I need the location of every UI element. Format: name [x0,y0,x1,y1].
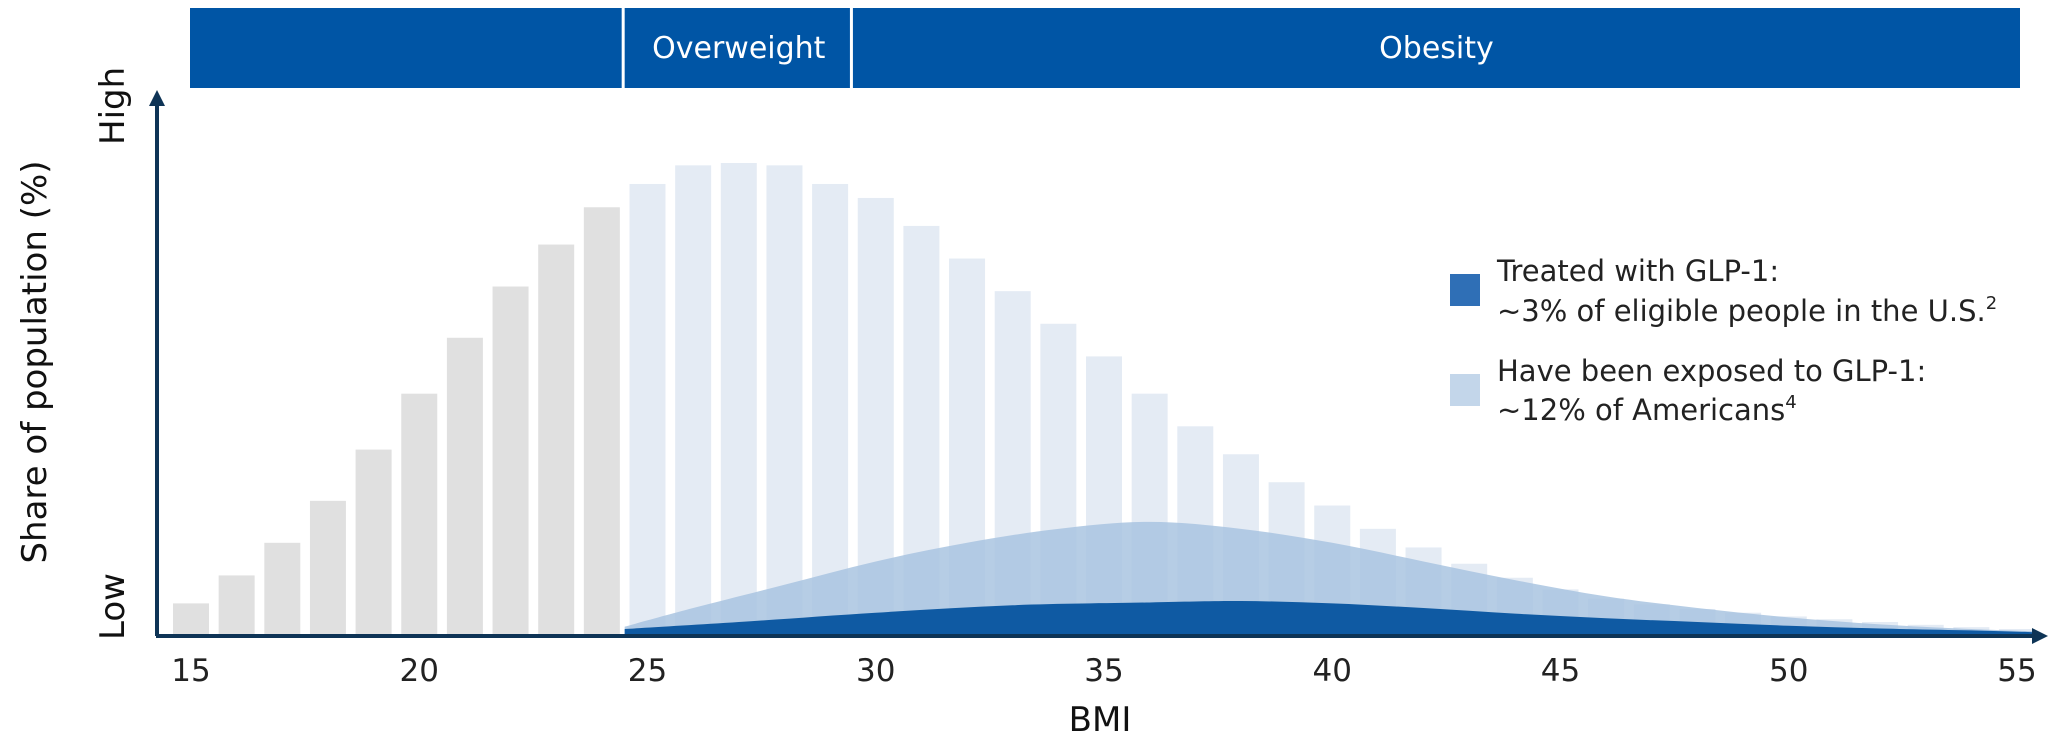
header-segment [190,8,622,88]
bar [355,449,392,636]
header-segment [852,8,2020,88]
axes [149,90,2048,644]
glp1-areas [624,521,2036,636]
x-tick-label: 40 [1313,653,1352,689]
bar [675,165,712,636]
bar [218,575,255,636]
x-tick-label: 55 [1997,653,2036,689]
bmi-category-header: Overweight Obesity [190,8,2020,88]
y-axis-label-high: High [93,67,133,145]
x-tick-label: 50 [1769,653,1808,689]
bar [766,165,803,636]
bar [629,183,666,637]
bar [492,286,529,636]
x-tick-label: 15 [171,653,210,689]
bar [812,183,849,637]
y-axis-label-low: Low [93,573,133,640]
x-axis-arrow [2032,628,2048,644]
header-label: Obesity [1379,31,1494,66]
bar [583,207,620,636]
legend-treated-detail: ~3% of eligible people in the U.S.2 [1497,293,1997,328]
legend-exposed-detail: ~12% of Americans4 [1497,392,1797,427]
bar [538,244,575,636]
bar [173,603,209,636]
bar [446,337,483,636]
bar [264,542,301,636]
x-tick-label: 20 [400,653,439,689]
x-tick-label: 25 [628,653,667,689]
header-segment [624,8,850,88]
x-tick-label: 45 [1541,653,1580,689]
y-axis-arrow [149,90,165,106]
x-tick-label: 35 [1084,653,1123,689]
legend: Treated with GLP-1: ~3% of eligible peop… [1450,254,1997,427]
legend-exposed-title: Have been exposed to GLP-1: [1497,354,1926,388]
legend-swatch-exposed [1450,374,1480,406]
legend-swatch-treated [1450,274,1480,306]
x-axis-title: BMI [1069,700,1132,737]
y-axis-title: Share of population (%) [15,160,55,563]
x-tick-labels: 15 20 25 30 35 40 45 50 55 [171,653,2036,689]
treated-area [624,601,2036,636]
x-tick-label: 30 [856,653,895,689]
bar [309,500,346,636]
bar [401,393,438,636]
legend-treated-title: Treated with GLP-1: [1496,254,1779,288]
header-label: Overweight [652,31,826,66]
bar [720,163,757,636]
